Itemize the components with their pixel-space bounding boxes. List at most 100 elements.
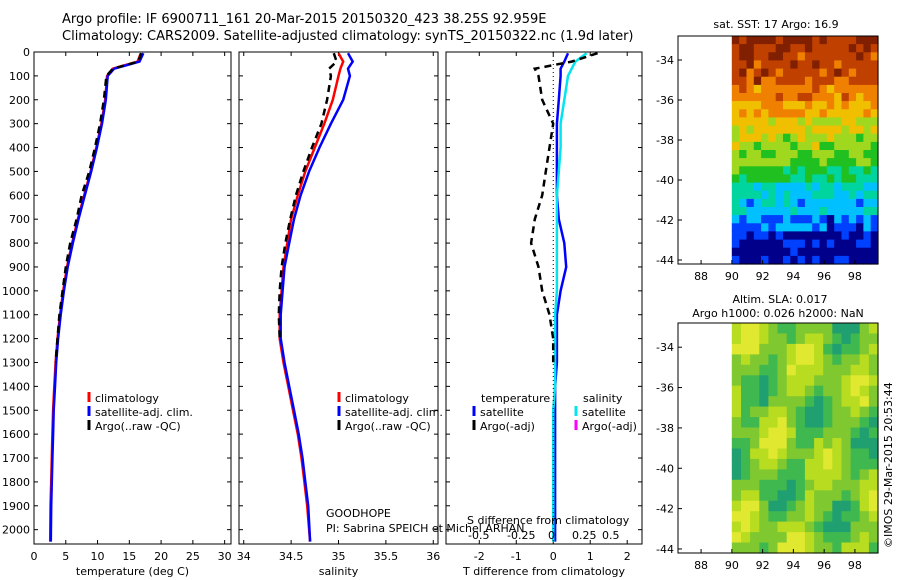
sla-cell [832, 396, 842, 408]
sla-cell [814, 417, 824, 429]
sst-cell [834, 125, 843, 135]
sst-cell [856, 158, 864, 167]
sst-cell [848, 84, 857, 94]
sst-cell [731, 150, 740, 159]
sst-cell [848, 150, 857, 159]
sla-cell [814, 448, 824, 460]
sla-cell [868, 490, 879, 502]
sst-cell [783, 141, 791, 151]
sst-cell [834, 84, 843, 94]
sst-cell [768, 52, 777, 61]
difference-legend-label: Argo(-adj) [480, 420, 535, 433]
sla-cell [795, 490, 806, 502]
sst-cell [746, 182, 755, 192]
sst-cell [870, 215, 879, 224]
sst-cell [790, 44, 799, 53]
sst-cell [804, 215, 813, 224]
sst-cell [753, 76, 762, 86]
temperature-legend-label: climatology [95, 392, 159, 405]
sla-cell [814, 406, 824, 418]
difference-series-line [553, 52, 570, 542]
sst-cell [834, 158, 843, 167]
sst-cell [804, 166, 813, 175]
sst-cell [783, 215, 791, 224]
sla-cell [777, 458, 788, 470]
sst-cell [797, 166, 806, 175]
sst-cell [812, 223, 821, 232]
sst-cell [841, 150, 850, 159]
sst-cell [804, 239, 813, 249]
sst-cell [812, 207, 821, 216]
sla-cell [750, 343, 760, 355]
sla-cell [741, 427, 751, 439]
sst-cell [848, 247, 857, 257]
sst-cell [739, 101, 748, 110]
sst-cell [819, 166, 828, 175]
sst-cell [826, 109, 835, 118]
sla-cell [814, 396, 824, 408]
sst-cell [804, 255, 813, 265]
sla-cell [768, 323, 779, 335]
sla-cell [868, 364, 879, 376]
sst-cell [746, 247, 755, 257]
sla-cell [786, 469, 797, 481]
sst-cell [775, 84, 784, 94]
sst-cell [804, 36, 813, 45]
sst-cell [746, 101, 755, 110]
sst-cell [761, 101, 769, 110]
sst-cell [819, 93, 828, 102]
temperature-xtick-label: 30 [218, 550, 232, 563]
sst-cell [819, 150, 828, 159]
sla-cell [786, 490, 797, 502]
sst-cell [775, 109, 784, 118]
sst-cell [863, 93, 872, 102]
sla-cell [777, 511, 788, 523]
sla-cell [832, 364, 842, 376]
sst-cell [790, 174, 799, 184]
sla-cell [850, 532, 861, 544]
sst-cell [863, 117, 872, 127]
sst-cell [848, 182, 857, 192]
sst-cell [753, 255, 762, 265]
sla-cell [832, 417, 842, 429]
sla-cell [850, 521, 861, 533]
sst-cell [731, 68, 740, 78]
sla-cell [814, 343, 824, 355]
sla-cell [786, 438, 797, 450]
sst-cell [870, 117, 879, 127]
sla-ytick-label: -40 [656, 462, 674, 475]
sla-cell [750, 500, 760, 512]
sla-cell [741, 521, 751, 533]
sst-cell [739, 60, 748, 70]
sst-cell [870, 198, 879, 208]
sst-cell [863, 190, 872, 200]
depth-tick-label: 1000 [2, 285, 30, 298]
sst-cell [870, 76, 879, 86]
sla-cell [850, 490, 861, 502]
sla-cell [786, 427, 797, 439]
sla-cell [850, 323, 861, 335]
sst-cell [731, 101, 740, 110]
sst-cell [797, 60, 806, 70]
sla-cell [832, 542, 842, 554]
sst-cell [753, 190, 762, 200]
sla-cell [786, 354, 797, 366]
sla-cell [759, 406, 769, 418]
sla-cell [759, 343, 769, 355]
sla-ytick-label: -44 [656, 543, 674, 556]
sst-cell [739, 125, 748, 135]
sst-cell [775, 215, 784, 224]
sst-cell [848, 190, 857, 200]
sst-cell [848, 60, 857, 70]
sst-cell [848, 255, 857, 265]
sst-cell [739, 182, 748, 192]
sst-cell [739, 223, 748, 232]
sst-cell [856, 117, 864, 127]
sla-cell [823, 427, 833, 439]
sst-cell [863, 255, 872, 265]
sst-cell [768, 60, 777, 70]
sla-cell [741, 490, 751, 502]
sst-cell [863, 76, 872, 86]
sst-cell [761, 117, 769, 127]
sst-cell [841, 133, 850, 143]
